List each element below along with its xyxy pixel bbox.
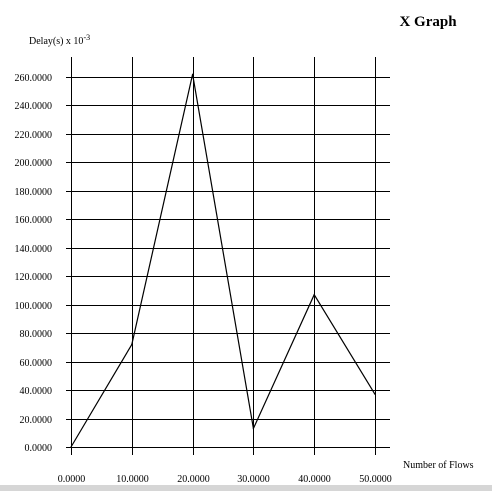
x-tick-label: 10.0000 (116, 474, 149, 485)
x-tick-label: 40.0000 (298, 474, 331, 485)
data-point (252, 427, 254, 430)
data-point (374, 393, 376, 395)
y-tick-label: 60.0000 (20, 358, 53, 369)
y-tick-label: 40.0000 (20, 386, 53, 397)
y-tick-label: 100.0000 (15, 301, 53, 312)
y-tick-label: 160.0000 (15, 215, 53, 226)
series-line (70, 74, 376, 448)
data-point (313, 294, 315, 296)
x-tick-label: 0.0000 (58, 474, 86, 485)
y-tick-label: 80.0000 (20, 329, 53, 340)
x-axis-label: Number of Flows (403, 460, 474, 471)
window-bottom-edge (0, 485, 492, 491)
tick-label-layer: 0.0000 20.0000 40.0000 60.0000 80.0000 100.00… (15, 73, 392, 485)
y-tick-label: 120.0000 (15, 272, 53, 283)
x-tick-label: 20.0000 (177, 474, 210, 485)
y-tick-label: 0.0000 (25, 443, 53, 454)
y-tick-label: 140.0000 (15, 244, 53, 255)
series-layer (70, 73, 376, 448)
x-tick-label: 30.0000 (237, 474, 270, 485)
y-tick-label: 260.0000 (15, 73, 53, 84)
data-point (70, 446, 72, 448)
data-point (192, 73, 194, 75)
y-axis-label-base: Delay(s) x 10 (29, 36, 83, 47)
grid-layer (66, 57, 390, 455)
chart-title: X Graph (399, 14, 457, 30)
y-axis-label: Delay(s) x 10-3 (29, 33, 90, 47)
y-tick-label: 20.0000 (20, 415, 53, 426)
y-tick-label: 240.0000 (15, 101, 53, 112)
y-tick-label: 200.0000 (15, 158, 53, 169)
y-axis-label-exponent: -3 (83, 33, 90, 42)
y-tick-label: 180.0000 (15, 187, 53, 198)
x-tick-label: 50.0000 (359, 474, 392, 485)
data-point (131, 343, 133, 346)
y-tick-label: 220.0000 (15, 130, 53, 141)
